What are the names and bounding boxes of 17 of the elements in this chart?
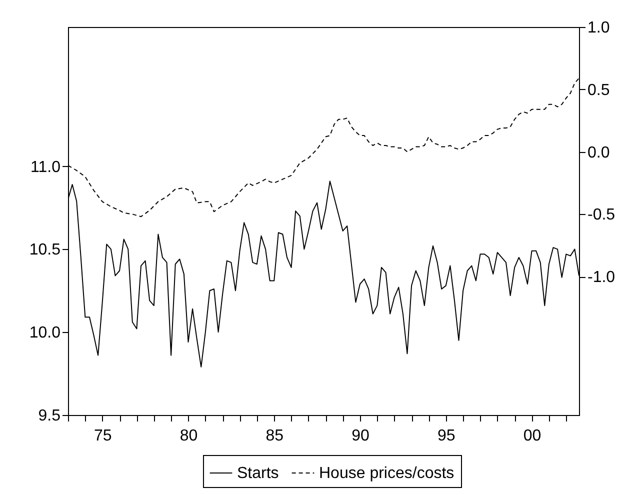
x-tick-label: 00 <box>523 428 542 444</box>
y2-tick-label: 1.0 <box>588 20 610 36</box>
y-tick-label: 10.5 <box>29 242 61 259</box>
x-tick-label: 80 <box>180 428 198 444</box>
y-tick-label: 11.0 <box>30 158 61 176</box>
x-tick-label: 85 <box>266 428 284 444</box>
legend-label: Starts <box>237 465 279 482</box>
y2-tick-label: -0.5 <box>588 206 616 224</box>
x-tick-label: 90 <box>352 428 370 444</box>
y2-tick-label: -1.0 <box>588 269 616 286</box>
y-tick-label: 9.5 <box>38 408 61 424</box>
y-tick-label: 10.0 <box>29 324 61 342</box>
y2-tick-label: 0.0 <box>588 144 610 162</box>
x-tick-label: 75 <box>94 428 112 444</box>
y2-tick-label: 0.5 <box>588 82 610 99</box>
legend-label: House prices/costs <box>319 465 454 482</box>
x-tick-label: 95 <box>437 428 456 444</box>
